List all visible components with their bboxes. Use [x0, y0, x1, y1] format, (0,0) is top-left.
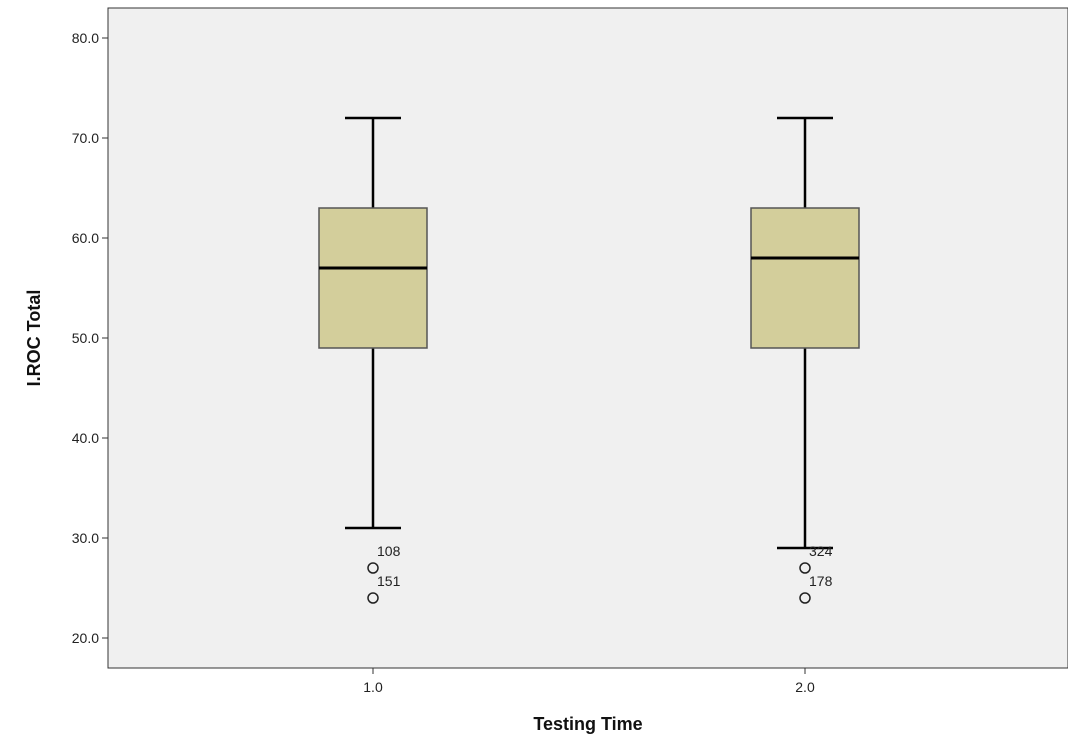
boxes-layer: 108 151 324 178: [318, 116, 860, 604]
outlier-label: 108: [377, 543, 401, 559]
outlier-point: [799, 562, 811, 574]
outlier-point: [799, 592, 811, 604]
x-axis-title: Testing Time: [533, 714, 642, 734]
outlier-label: 324: [809, 543, 833, 559]
y-tick-label: 60.0: [72, 230, 99, 246]
x-axis: 1.0 2.0: [363, 668, 815, 695]
y-tick-label: 70.0: [72, 130, 99, 146]
outlier-point: [367, 592, 379, 604]
plot-area: [107, 7, 1068, 669]
y-tick-label: 40.0: [72, 430, 99, 446]
iqr-box: [750, 207, 860, 349]
outlier-label: 151: [377, 573, 401, 589]
y-tick-label: 20.0: [72, 630, 99, 646]
x-tick-label: 2.0: [795, 679, 815, 695]
y-tick-label: 50.0: [72, 330, 99, 346]
box-2.0: 324 178: [750, 116, 860, 604]
x-tick-label: 1.0: [363, 679, 383, 695]
y-axis: 20.0 30.0 40.0 50.0 60.0 70.0 80.0: [72, 30, 108, 646]
box-1.0: 108 151: [318, 116, 428, 604]
outlier-label: 178: [809, 573, 833, 589]
y-tick-label: 80.0: [72, 30, 99, 46]
y-axis-title: I.ROC Total: [24, 290, 44, 387]
outlier-point: [367, 562, 379, 574]
y-tick-label: 30.0: [72, 530, 99, 546]
iqr-box: [318, 207, 428, 349]
